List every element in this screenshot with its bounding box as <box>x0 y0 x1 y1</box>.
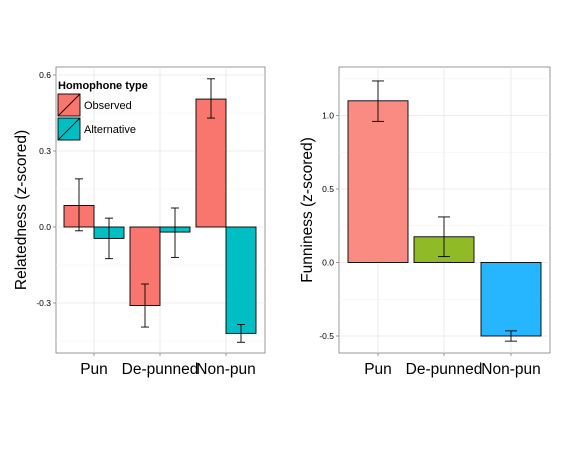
y-tick-label: 0.5 <box>322 184 334 194</box>
bar-pun <box>347 100 409 263</box>
legend-label-observed: Observed <box>84 100 132 112</box>
y-tick-label: 0.0 <box>39 222 51 232</box>
x-tick-label: De-punned <box>406 361 483 378</box>
x-tick-label: Pun <box>80 361 108 378</box>
x-tick-label: Pun <box>364 361 392 378</box>
bar-non-pun <box>480 262 542 337</box>
y-tick-label: 1.0 <box>322 111 334 121</box>
x-tick-label: Non-pun <box>196 361 255 378</box>
y-tick-label: -0.5 <box>319 331 334 341</box>
y-tick-label: 0.3 <box>39 146 51 156</box>
y-tick-label: -0.3 <box>36 298 51 308</box>
y-tick-label: 0.0 <box>322 258 334 268</box>
legend-swatch-diagonal <box>57 117 81 141</box>
legend-title: Homophone type <box>58 80 148 92</box>
y-axis-label: Relatedness (z-scored) <box>13 130 30 290</box>
bar-observed-non-pun <box>195 98 227 228</box>
bar-alternative-non-pun <box>225 226 257 334</box>
y-axis-label: Funniness (z-scored) <box>299 137 316 283</box>
y-tick-label: 0.6 <box>39 70 51 80</box>
legend-label-alternative: Alternative <box>84 124 136 136</box>
x-tick-label: De-punned <box>122 361 199 378</box>
legend-swatch-diagonal <box>57 93 81 117</box>
x-tick-label: Non-pun <box>481 361 540 378</box>
